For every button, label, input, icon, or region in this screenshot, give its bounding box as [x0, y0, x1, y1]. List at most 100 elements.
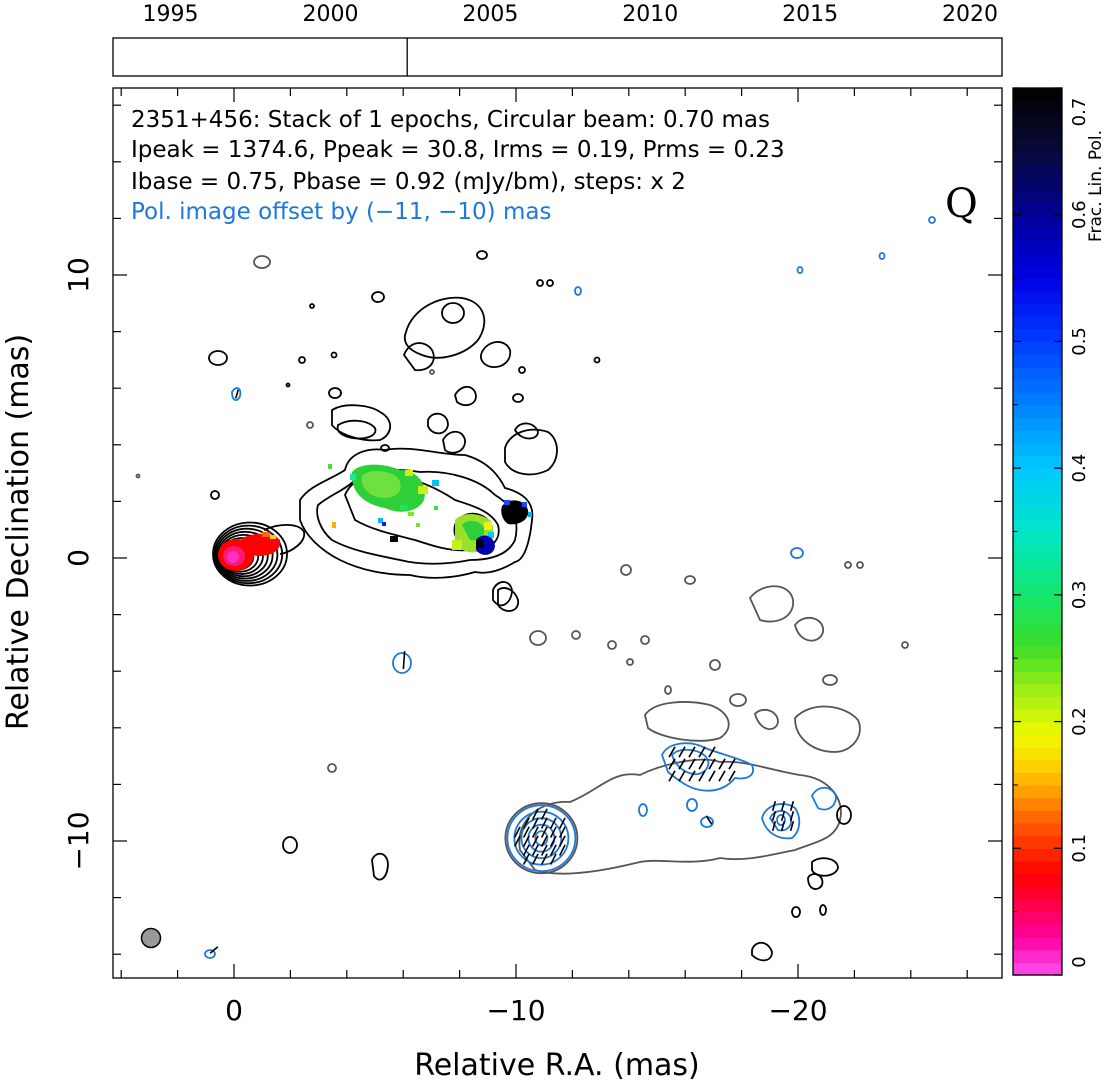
evpa-vector [718, 758, 726, 770]
evpa-vector [688, 746, 696, 758]
evpa-vector [522, 844, 530, 856]
evpa-vector [540, 817, 548, 829]
x-axis-label: Relative R.A. (mas) [414, 1048, 700, 1083]
evpa-vector [705, 815, 713, 825]
evpa-vector [540, 826, 548, 838]
beam-ellipse [140, 927, 162, 949]
pol-knot-contour [520, 817, 563, 860]
colorbar-swatch [1013, 341, 1062, 355]
x-tick-label: −10 [486, 994, 545, 1027]
colorbar-swatch [1013, 810, 1062, 824]
colorbar-tick-label: 0.2 [1069, 707, 1090, 736]
colorbar-swatch [1013, 873, 1062, 887]
colorbar-swatch [1013, 164, 1062, 178]
colorbar-swatch [1013, 366, 1062, 381]
evpa-vector [540, 835, 548, 847]
colorbar-swatch [1013, 658, 1062, 672]
colorbar-tick-label: 0.1 [1069, 834, 1090, 863]
evpa-vector [771, 800, 777, 812]
pol-contours [204, 216, 936, 959]
evpa-vector [708, 770, 716, 782]
evpa-vector [549, 844, 557, 856]
colorbar-swatch [1013, 772, 1062, 786]
evpa-vector [678, 758, 686, 770]
colorbar-swatch [1013, 442, 1062, 457]
evpa-vector [402, 650, 406, 670]
colorbar-swatch [1013, 544, 1062, 558]
colorbar-swatch [1013, 113, 1062, 127]
evpa-vector [688, 770, 696, 782]
core-contour [212, 521, 288, 587]
evpa-vector [549, 826, 557, 838]
evpa-vector [558, 835, 566, 847]
evpa-vector [558, 817, 566, 829]
timeline-year-label: 2015 [782, 2, 838, 27]
colorbar-swatch [1013, 784, 1062, 799]
evpa-vector [235, 389, 239, 399]
pol-knot-contour [534, 830, 549, 847]
timeline-year-label: 2020 [942, 2, 998, 27]
evpa-vector [531, 817, 539, 829]
colorbar-swatch [1013, 252, 1062, 266]
offset-knot-contour [504, 802, 579, 875]
evpa-vector [789, 820, 795, 832]
core-color [218, 539, 254, 571]
evpa-vector [780, 810, 786, 822]
colorbar-swatch [1013, 328, 1062, 343]
evpa-vector [698, 746, 706, 758]
plot-frame [112, 87, 1003, 979]
evpa-vector [549, 817, 557, 829]
evpa-vector [698, 770, 706, 782]
colorbar-swatch [1013, 430, 1062, 444]
colorbar-label: Frac. Lin. Pol. [1086, 130, 1106, 242]
colorbar-swatch [1013, 202, 1062, 216]
colorbar-swatch [1013, 480, 1062, 495]
colorbar-swatch [1013, 265, 1062, 279]
epoch-timeline: 1995 2000 2005 2010 2015 2020 [112, 2, 1003, 77]
evpa-vector [688, 758, 696, 770]
evpa-vector [522, 817, 530, 829]
evpa-vector [718, 770, 726, 782]
y-tick-label: 0 [62, 549, 95, 567]
colorbar-tick-label: 0 [1069, 956, 1090, 967]
pol-knot-contour [513, 810, 570, 866]
colorbar-swatch [1013, 797, 1062, 811]
colorbar-swatch [1013, 746, 1062, 761]
colorbar-swatch [1013, 278, 1062, 292]
colorbar-tick-label: 0.4 [1069, 454, 1090, 483]
colorbar-swatch [1013, 759, 1062, 773]
evpa-vector [540, 808, 548, 820]
colorbar-swatch [1013, 696, 1062, 710]
y-tick-label: −10 [62, 811, 95, 870]
colorbar-swatch [1013, 670, 1062, 685]
colorbar-swatch [1013, 924, 1062, 938]
evpa-vector [531, 844, 539, 856]
colorbar-swatch [1013, 518, 1062, 533]
colorbar-swatch [1013, 556, 1062, 571]
colorbar-swatch [1013, 607, 1062, 621]
evpa-vector [540, 844, 548, 856]
colorbar-tick-label: 0.3 [1069, 581, 1090, 610]
colorbar-swatch [1013, 392, 1062, 406]
evpa-vector [540, 853, 548, 865]
colorbar-swatch [1013, 936, 1062, 951]
colorbar-swatch [1013, 848, 1062, 862]
pol-knot-contour [527, 823, 556, 853]
colorbar-swatch [1013, 645, 1062, 659]
colorbar-swatch [1013, 962, 1062, 976]
colorbar-swatch [1013, 860, 1062, 875]
colorbar-swatch [1013, 886, 1062, 900]
colorbar-swatch [1013, 911, 1062, 925]
evpa-vector [531, 808, 539, 820]
colorbar-swatch [1013, 354, 1062, 368]
colorbar-tick-label: 0.6 [1069, 200, 1090, 229]
evpa-vector [522, 826, 530, 838]
colorbar-swatch [1013, 138, 1062, 152]
x-tick-label: 0 [225, 994, 243, 1027]
evpa-vector [668, 758, 676, 770]
core-contour [215, 527, 279, 582]
evpa-vector [513, 835, 521, 847]
colorbar-swatch [1013, 506, 1062, 520]
colorbar-swatch [1013, 176, 1062, 190]
colorbar-swatch [1013, 468, 1062, 482]
